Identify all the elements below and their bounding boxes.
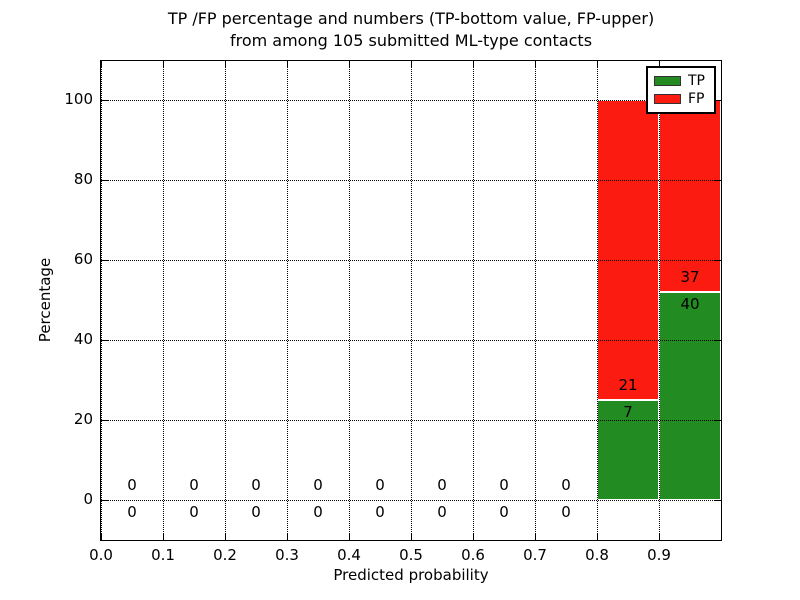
gridline-vertical	[597, 60, 598, 540]
x-tick-label: 0.6	[461, 546, 485, 564]
x-tick-label: 0.0	[89, 546, 113, 564]
y-tick-right	[714, 180, 721, 181]
y-tick-left	[101, 100, 108, 101]
legend-entry-fp: FP	[654, 92, 708, 106]
x-tick-label: 0.2	[213, 546, 237, 564]
fp-count-label: 0	[561, 476, 571, 494]
y-tick-label: 100	[64, 90, 93, 108]
y-tick-left	[101, 420, 108, 421]
tp-count-label: 0	[561, 503, 571, 521]
y-tick-label: 0	[83, 490, 93, 508]
chart-title-line2: from among 105 submitted ML-type contact…	[229, 31, 593, 50]
x-tick-top	[535, 60, 536, 67]
x-tick-label: 0.9	[647, 546, 671, 564]
gridline-vertical	[411, 60, 412, 540]
fp-count-label: 0	[375, 476, 385, 494]
y-tick-label: 80	[73, 170, 93, 188]
gridline-vertical	[225, 60, 226, 540]
x-tick-top	[163, 60, 164, 67]
y-tick-left	[101, 500, 108, 501]
legend-swatch-fp-icon	[654, 94, 681, 104]
tp-count-label: 0	[313, 503, 323, 521]
legend-swatch-tp-icon	[654, 76, 681, 86]
x-tick-label: 0.8	[585, 546, 609, 564]
x-tick-bottom	[411, 533, 412, 540]
y-tick-right	[714, 260, 721, 261]
x-tick-bottom	[473, 533, 474, 540]
gridline-vertical	[163, 60, 164, 540]
x-tick-top	[659, 60, 660, 67]
tp-count-label: 0	[375, 503, 385, 521]
x-tick-label: 0.4	[337, 546, 361, 564]
tp-count-label: 0	[127, 503, 137, 521]
y-tick-label: 20	[73, 410, 93, 428]
x-axis-label: Predicted probability	[333, 566, 489, 584]
y-tick-right	[714, 420, 721, 421]
tp-count-label: 7	[623, 403, 633, 421]
x-tick-top	[473, 60, 474, 67]
gridline-vertical	[535, 60, 536, 540]
tp-count-label: 0	[189, 503, 199, 521]
tp-count-label: 0	[251, 503, 261, 521]
x-tick-top	[225, 60, 226, 67]
gridline-vertical	[473, 60, 474, 540]
y-tick-right	[714, 500, 721, 501]
x-tick-top	[101, 60, 102, 67]
fp-count-label: 21	[618, 376, 638, 394]
x-tick-top	[411, 60, 412, 67]
fp-count-label: 0	[251, 476, 261, 494]
gridline-vertical	[101, 60, 102, 540]
x-tick-bottom	[535, 533, 536, 540]
y-tick-label: 40	[73, 330, 93, 348]
x-tick-bottom	[163, 533, 164, 540]
x-tick-label: 0.7	[523, 546, 547, 564]
x-tick-top	[597, 60, 598, 67]
legend-label-fp: FP	[688, 91, 705, 107]
legend-label-tp: TP	[688, 73, 705, 89]
x-tick-label: 0.5	[399, 546, 423, 564]
x-tick-top	[287, 60, 288, 67]
gridline-vertical	[287, 60, 288, 540]
tp-count-label: 40	[680, 295, 700, 313]
x-tick-bottom	[659, 533, 660, 540]
x-tick-bottom	[597, 533, 598, 540]
bar-segment-fp	[597, 100, 659, 400]
legend-entry-tp: TP	[654, 74, 708, 88]
x-tick-label: 0.3	[275, 546, 299, 564]
bar-segment-tp	[597, 400, 659, 500]
tp-count-label: 0	[499, 503, 509, 521]
y-tick-left	[101, 180, 108, 181]
x-tick-label: 0.1	[151, 546, 175, 564]
x-tick-top	[349, 60, 350, 67]
fp-count-label: 37	[680, 268, 700, 286]
y-tick-left	[101, 340, 108, 341]
x-tick-bottom	[101, 533, 102, 540]
fp-count-label: 0	[437, 476, 447, 494]
legend: TP FP	[646, 66, 716, 114]
y-tick-label: 60	[73, 250, 93, 268]
x-tick-bottom	[225, 533, 226, 540]
fp-count-label: 0	[499, 476, 509, 494]
bar-segment-tp	[659, 292, 721, 500]
y-tick-right	[714, 340, 721, 341]
x-tick-bottom	[287, 533, 288, 540]
gridline-vertical	[349, 60, 350, 540]
gridline-vertical	[659, 60, 660, 540]
x-tick-bottom	[349, 533, 350, 540]
y-tick-right	[714, 100, 721, 101]
chart-title-line1: TP /FP percentage and numbers (TP-bottom…	[167, 9, 655, 28]
fp-count-label: 0	[313, 476, 323, 494]
bar-segment-fp	[659, 100, 721, 292]
fp-count-label: 0	[189, 476, 199, 494]
y-tick-left	[101, 260, 108, 261]
fp-count-label: 0	[127, 476, 137, 494]
tp-count-label: 0	[437, 503, 447, 521]
